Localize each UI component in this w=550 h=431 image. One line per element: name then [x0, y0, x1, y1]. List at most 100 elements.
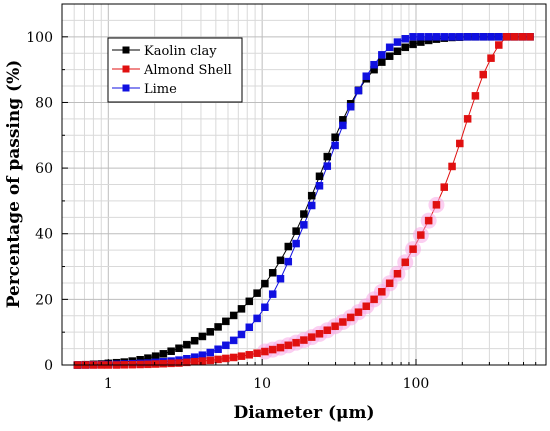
almond-shell-point: [237, 352, 246, 360]
y-tick-label: 20: [35, 292, 53, 308]
legend-label-almond-shell: Almond Shell: [143, 63, 232, 78]
almond-shell-point: [432, 201, 441, 209]
lime-point: [276, 274, 285, 283]
kaolin-clay-point: [401, 43, 410, 52]
almond-shell-point: [448, 162, 456, 171]
y-tick-label: 0: [44, 358, 53, 374]
kaolin-clay-point: [167, 347, 175, 355]
x-tick-label: 1: [104, 376, 113, 392]
lime-point: [463, 33, 472, 41]
kaolin-clay-point: [409, 40, 417, 49]
kaolin-clay-point: [151, 352, 160, 360]
legend-box: [107, 37, 243, 103]
almond-shell-point: [151, 360, 160, 368]
almond-shell-point: [339, 318, 347, 326]
almond-shell-point: [229, 353, 238, 362]
almond-shell-point: [159, 359, 168, 368]
lime-point: [378, 51, 386, 59]
kaolin-clay-point: [393, 47, 402, 56]
series-markers: [73, 33, 534, 369]
almond-shell-point: [424, 216, 433, 225]
kaolin-clay-point: [378, 58, 386, 66]
lime-point: [237, 330, 246, 339]
lime-point: [323, 162, 332, 170]
lime-point: [268, 290, 277, 298]
almond-shell-point: [346, 313, 355, 322]
almond-shell-point: [479, 70, 487, 79]
kaolin-clay-point: [307, 191, 316, 200]
lime-point: [206, 348, 215, 357]
lime-point: [448, 33, 456, 41]
kaolin-clay-point: [331, 133, 339, 141]
y-tick-label: 80: [35, 95, 53, 111]
x-tick-label: 10: [253, 376, 271, 392]
lime-point: [362, 72, 371, 80]
almond-shell-point: [385, 279, 394, 288]
kaolin-clay-point: [222, 317, 230, 326]
lime-point: [487, 33, 495, 41]
lime-point: [222, 341, 230, 350]
almond-shell-point: [206, 356, 215, 365]
almond-shell-point: [253, 349, 261, 357]
lime-point: [471, 33, 480, 41]
almond-shell-point: [440, 183, 448, 191]
almond-shell-point: [417, 231, 425, 239]
almond-shell-point: [487, 54, 495, 62]
lime-point: [292, 239, 300, 248]
kaolin-clay-point: [268, 269, 277, 277]
lime-point: [479, 33, 487, 41]
kaolin-clay-point: [229, 311, 238, 320]
almond-shell-point: [261, 347, 269, 356]
almond-shell-point: [307, 333, 316, 341]
almond-shell-point: [471, 92, 480, 100]
almond-shell-error-band: [256, 196, 445, 360]
kaolin-clay-point: [300, 210, 308, 218]
almond-shell-point: [175, 359, 183, 367]
lime-point: [229, 336, 238, 345]
almond-shell-point: [362, 302, 371, 311]
lime-point: [385, 43, 394, 52]
almond-shell-point: [284, 341, 293, 350]
kaolin-clay-point: [323, 152, 332, 161]
kaolin-clay-point: [159, 350, 168, 358]
kaolin-clay-point: [198, 332, 207, 341]
almond-shell-point: [276, 343, 285, 352]
almond-shell-point: [292, 338, 300, 347]
lime-point: [440, 33, 448, 41]
almond-shell-point: [510, 33, 519, 41]
legend-marker-almond-shell: [122, 65, 130, 73]
x-axis-title: Diameter (μm): [233, 403, 374, 423]
almond-shell-point: [190, 357, 199, 366]
kaolin-clay-point: [315, 172, 324, 181]
almond-shell-point: [456, 139, 464, 148]
almond-shell-point: [518, 33, 526, 41]
almond-shell-point: [268, 345, 277, 354]
lime-point: [456, 33, 464, 41]
kaolin-clay-point: [237, 305, 246, 313]
lime-point: [245, 323, 254, 332]
y-tick-label: 40: [35, 227, 53, 243]
almond-shell-point: [463, 115, 472, 123]
almond-shell-point: [502, 33, 511, 41]
almond-shell-point: [401, 258, 410, 267]
almond-shell-point: [393, 270, 402, 278]
legend-marker-lime: [122, 84, 130, 92]
lime-point: [393, 38, 402, 46]
x-tick-label: 100: [403, 376, 430, 392]
kaolin-clay-point: [190, 336, 199, 345]
legend-marker-kaolin-clay: [122, 46, 130, 54]
kaolin-clay-point: [183, 340, 191, 349]
almond-shell-point: [495, 41, 503, 49]
lime-point: [424, 33, 433, 41]
lime-point: [339, 121, 347, 130]
axis-ticks: [61, 3, 547, 366]
almond-shell-point: [526, 33, 534, 41]
kaolin-clay-point: [284, 242, 293, 251]
almond-shell-point: [315, 330, 324, 338]
lime-point: [315, 182, 324, 190]
lime-point: [331, 141, 339, 150]
lime-point: [214, 345, 222, 353]
lime-point: [284, 257, 293, 266]
kaolin-clay-point: [214, 323, 222, 331]
